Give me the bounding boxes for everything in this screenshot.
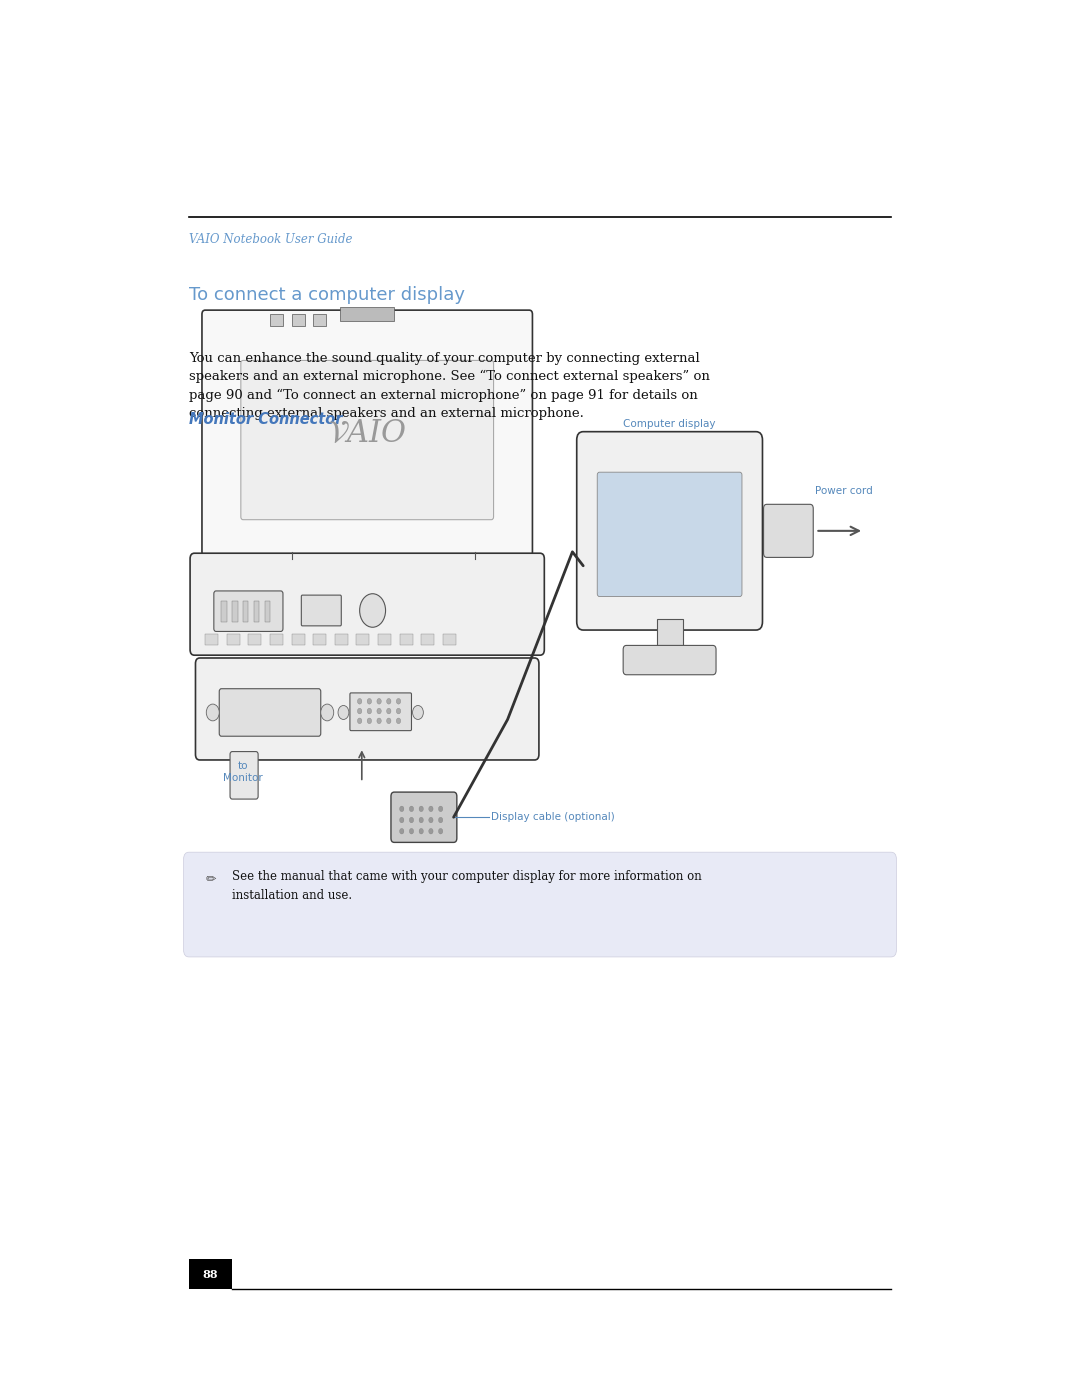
Circle shape: [206, 704, 219, 721]
Text: Display cable (optional): Display cable (optional): [491, 812, 616, 823]
Text: To connect a computer display: To connect a computer display: [189, 286, 465, 305]
Bar: [254, 601, 259, 622]
Bar: [313, 634, 326, 645]
Bar: [227, 634, 240, 645]
Circle shape: [367, 698, 372, 704]
FancyBboxPatch shape: [623, 645, 716, 675]
Text: 88: 88: [203, 1268, 218, 1280]
Text: to
Monitor: to Monitor: [224, 761, 262, 782]
Bar: [313, 314, 326, 326]
Bar: [378, 634, 391, 645]
FancyBboxPatch shape: [391, 792, 457, 842]
Circle shape: [400, 828, 404, 834]
Circle shape: [377, 718, 381, 724]
Circle shape: [396, 708, 401, 714]
Bar: [657, 619, 683, 650]
Text: Computer display: Computer display: [623, 419, 716, 429]
Circle shape: [419, 828, 423, 834]
Circle shape: [438, 817, 443, 823]
Circle shape: [409, 806, 414, 812]
Bar: [335, 634, 348, 645]
Circle shape: [413, 705, 423, 719]
FancyBboxPatch shape: [219, 689, 321, 736]
Circle shape: [419, 817, 423, 823]
FancyBboxPatch shape: [230, 752, 258, 799]
Text: ✏: ✏: [205, 873, 216, 886]
Circle shape: [429, 828, 433, 834]
FancyBboxPatch shape: [597, 472, 742, 597]
FancyBboxPatch shape: [577, 432, 762, 630]
Bar: [189, 1259, 232, 1289]
Circle shape: [396, 718, 401, 724]
Bar: [356, 634, 369, 645]
Circle shape: [360, 594, 386, 627]
Text: See the manual that came with your computer display for more information on
inst: See the manual that came with your compu…: [232, 870, 702, 902]
Circle shape: [357, 718, 362, 724]
Circle shape: [367, 708, 372, 714]
Bar: [421, 634, 434, 645]
Circle shape: [429, 817, 433, 823]
Circle shape: [321, 704, 334, 721]
Circle shape: [357, 698, 362, 704]
Circle shape: [357, 708, 362, 714]
Bar: [221, 601, 227, 622]
Bar: [270, 314, 283, 326]
FancyBboxPatch shape: [202, 310, 532, 556]
Text: You can enhance the sound quality of your computer by connecting external
speake: You can enhance the sound quality of you…: [189, 352, 710, 419]
FancyBboxPatch shape: [214, 591, 283, 631]
Circle shape: [396, 698, 401, 704]
FancyBboxPatch shape: [350, 693, 411, 731]
Bar: [340, 307, 394, 321]
Circle shape: [400, 817, 404, 823]
Circle shape: [377, 698, 381, 704]
FancyBboxPatch shape: [190, 553, 544, 655]
Text: Power cord: Power cord: [815, 486, 873, 496]
Bar: [248, 634, 261, 645]
Bar: [292, 314, 305, 326]
Bar: [400, 634, 413, 645]
FancyBboxPatch shape: [195, 658, 539, 760]
Circle shape: [377, 708, 381, 714]
Bar: [232, 601, 238, 622]
Bar: [265, 601, 270, 622]
Circle shape: [387, 698, 391, 704]
Bar: [205, 634, 218, 645]
Text: $\mathcal{V}$AIO: $\mathcal{V}$AIO: [327, 418, 407, 448]
FancyBboxPatch shape: [241, 360, 494, 520]
Text: Monitor Connector: Monitor Connector: [189, 412, 342, 427]
FancyBboxPatch shape: [301, 595, 341, 626]
Circle shape: [387, 718, 391, 724]
Circle shape: [409, 817, 414, 823]
Bar: [243, 601, 248, 622]
FancyBboxPatch shape: [764, 504, 813, 557]
Circle shape: [438, 806, 443, 812]
FancyBboxPatch shape: [184, 852, 896, 957]
Circle shape: [338, 705, 349, 719]
Text: VAIO Notebook User Guide: VAIO Notebook User Guide: [189, 233, 352, 246]
Circle shape: [400, 806, 404, 812]
Circle shape: [367, 718, 372, 724]
Circle shape: [438, 828, 443, 834]
Circle shape: [387, 708, 391, 714]
Circle shape: [419, 806, 423, 812]
Bar: [270, 634, 283, 645]
Circle shape: [429, 806, 433, 812]
Bar: [292, 634, 305, 645]
Bar: [443, 634, 456, 645]
Circle shape: [409, 828, 414, 834]
